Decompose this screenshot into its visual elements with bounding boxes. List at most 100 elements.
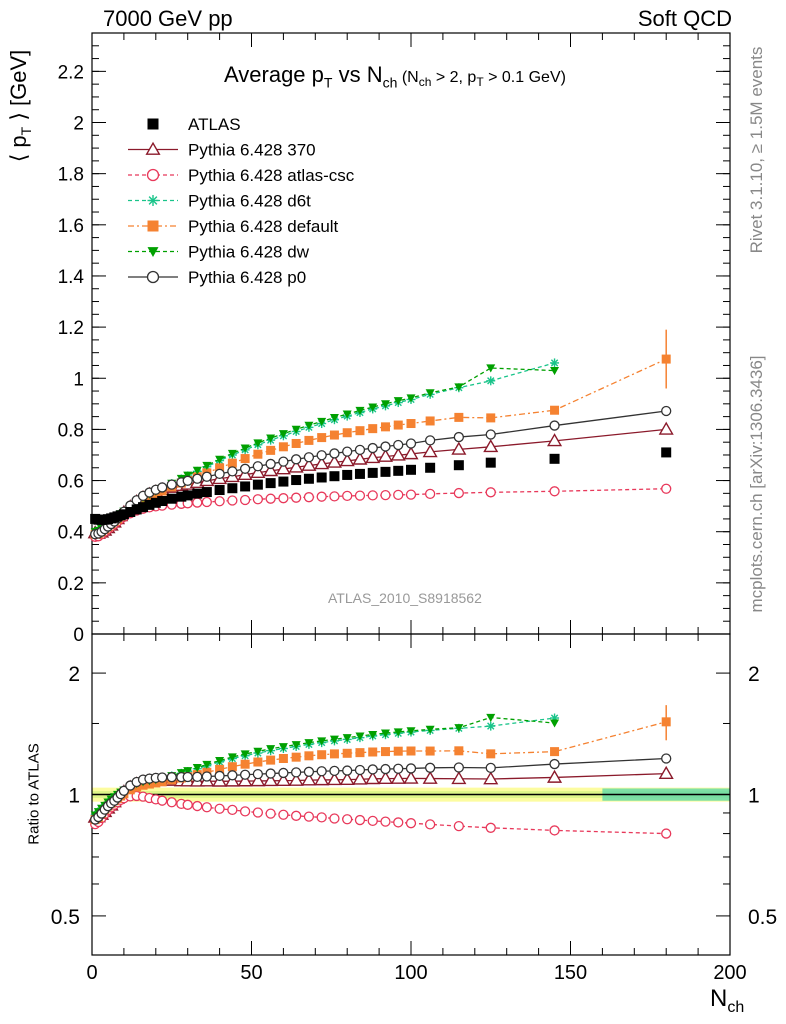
point-atlas: [176, 491, 187, 502]
ratio-point-pythia-6-428-dw: [183, 767, 193, 776]
ratio-point-pythia-6-428-default: [406, 746, 416, 756]
point-pythia-6-428-370: [390, 447, 406, 461]
point-atlas: [278, 476, 289, 487]
point-pythia-6-428-dw: [550, 366, 560, 376]
point-atlas: [661, 447, 672, 458]
point-atlas: [367, 467, 378, 478]
main-y-tick-label: 1.6: [58, 216, 84, 237]
point-pythia-6-428-p0: [367, 442, 378, 454]
legend-item-pythia-6-428-370: Pythia 6.428 370: [128, 141, 316, 160]
category-label: Soft QCD: [637, 6, 732, 31]
point-atlas: [354, 468, 365, 479]
ratio-point-pythia-6-428-p0: [157, 772, 168, 783]
point-atlas: [425, 462, 436, 473]
point-pythia-6-428-dw: [253, 439, 263, 448]
point-pythia-6-428-atlas-csc: [549, 486, 560, 497]
ratio-point-pythia-6-428-p0: [166, 772, 177, 783]
ratio-point-pythia-6-428-370: [314, 772, 330, 786]
legend: ATLAS Pythia 6.428 370 Pythia 6.428 atlas-…: [128, 115, 355, 287]
ratio-point-pythia-6-428-370: [301, 772, 317, 786]
ratio-point-pythia-6-428-atlas-csc: [265, 808, 276, 819]
point-pythia-6-428-default: [215, 463, 225, 473]
main-y-tick-label: 0: [73, 625, 84, 646]
point-pythia-6-428-370: [288, 459, 304, 473]
ratio-point-pythia-6-428-dw: [291, 741, 301, 750]
point-pythia-6-428-p0: [214, 468, 225, 480]
point-pythia-6-428-dw: [425, 389, 435, 398]
ratio-point-pythia-6-428-atlas-csc: [182, 799, 193, 810]
point-pythia-6-428-p0: [239, 463, 251, 474]
point-pythia-6-428-370: [451, 441, 467, 455]
analysis-id-label: ATLAS_2010_S8918562: [328, 590, 482, 606]
point-pythia-6-428-dw: [406, 394, 416, 403]
point-pythia-6-428-dw: [380, 400, 390, 409]
series-line-pythia-6-428-dw: [94, 367, 555, 533]
point-pythia-6-428-atlas-csc: [303, 492, 315, 503]
ratio-point-pythia-6-428-p0: [453, 762, 465, 773]
point-pythia-6-428-dw: [227, 449, 237, 458]
point-atlas: [485, 457, 496, 468]
main-y-tick-label: 1: [73, 369, 84, 390]
ratio-point-pythia-6-428-dw: [393, 728, 403, 737]
point-pythia-6-428-dw: [454, 383, 464, 392]
ratio-point-pythia-6-428-atlas-csc: [405, 818, 417, 829]
legend-item-pythia-6-428-d6t: Pythia 6.428 d6t: [128, 192, 311, 211]
ratio-point-pythia-6-428-atlas-csc: [291, 810, 302, 821]
point-atlas: [303, 473, 314, 484]
point-pythia-6-428-atlas-csc: [453, 487, 465, 499]
main-y-tick-label: 0.2: [58, 574, 84, 595]
point-pythia-6-428-p0: [265, 458, 276, 470]
ratio-point-pythia-6-428-dw: [486, 713, 496, 722]
point-pythia-6-428-p0: [485, 429, 496, 440]
legend-label-pythia-6-428-default: Pythia 6.428 default: [188, 217, 339, 236]
ratio-point-pythia-6-428-p0: [214, 770, 225, 782]
ratio-point-pythia-6-428-atlas-csc: [354, 814, 366, 826]
point-pythia-6-428-p0: [453, 431, 465, 443]
legend-label-pythia-6-428-d6t: Pythia 6.428 d6t: [188, 192, 311, 211]
point-pythia-6-428-p0: [278, 456, 289, 467]
main-y-tick-label: 0.8: [58, 420, 84, 441]
ratio-point-pythia-6-428-p0: [291, 767, 302, 778]
ratio-point-pythia-6-428-atlas-csc: [214, 803, 225, 814]
legend-item-pythia-6-428-atlas-csc: Pythia 6.428 atlas-csc: [128, 166, 355, 185]
ratio-point-pythia-6-428-dw: [266, 745, 276, 754]
legend-marker-pythia-6-428-p0: [146, 270, 160, 284]
ratio-point-pythia-6-428-default: [266, 755, 276, 765]
point-pythia-6-428-dw: [304, 421, 314, 430]
point-pythia-6-428-atlas-csc: [354, 490, 366, 501]
point-pythia-6-428-default: [550, 405, 560, 415]
series-line-pythia-6-428-default: [95, 358, 667, 535]
point-pythia-6-428-default: [304, 435, 314, 445]
point-pythia-6-428-dw: [183, 471, 193, 480]
point-pythia-6-428-default: [317, 433, 327, 443]
ratio-point-pythia-6-428-370: [377, 770, 394, 785]
point-pythia-6-428-atlas-csc: [239, 494, 251, 506]
point-atlas: [182, 490, 193, 501]
point-atlas: [227, 483, 238, 494]
series-atlas: [90, 447, 672, 525]
ratio-point-pythia-6-428-dw: [215, 757, 225, 766]
legend-marker-pythia-6-428-atlas-csc: [146, 168, 160, 182]
ratio-point-pythia-6-428-p0: [485, 762, 496, 774]
ratio-point-pythia-6-428-p0: [303, 766, 315, 777]
ratio-point-pythia-6-428-default: [454, 746, 464, 756]
legend-marker-atlas: [147, 118, 159, 130]
ratio-point-pythia-6-428-atlas-csc: [367, 815, 378, 827]
main-y-tick-label: 2: [73, 114, 84, 135]
point-pythia-6-428-atlas-csc: [252, 494, 264, 505]
ratio-point-pythia-6-428-default: [253, 757, 263, 767]
ratio-point-pythia-6-428-atlas-csc: [166, 797, 177, 808]
ratio-point-pythia-6-428-p0: [393, 763, 404, 774]
ratio-point-pythia-6-428-default: [240, 759, 250, 769]
ratio-point-pythia-6-428-dw: [192, 764, 202, 773]
point-atlas: [240, 481, 251, 492]
point-pythia-6-428-atlas-csc: [265, 493, 276, 504]
ratio-point-pythia-6-428-p0: [661, 753, 672, 764]
point-pythia-6-428-default: [454, 412, 464, 422]
ratio-point-pythia-6-428-dw: [202, 760, 212, 769]
ratio-point-pythia-6-428-atlas-csc: [252, 807, 264, 818]
point-pythia-6-428-atlas-csc: [192, 497, 203, 508]
point-pythia-6-428-p0: [182, 475, 193, 486]
point-pythia-6-428-dw: [317, 417, 327, 426]
point-pythia-6-428-370: [483, 439, 499, 453]
